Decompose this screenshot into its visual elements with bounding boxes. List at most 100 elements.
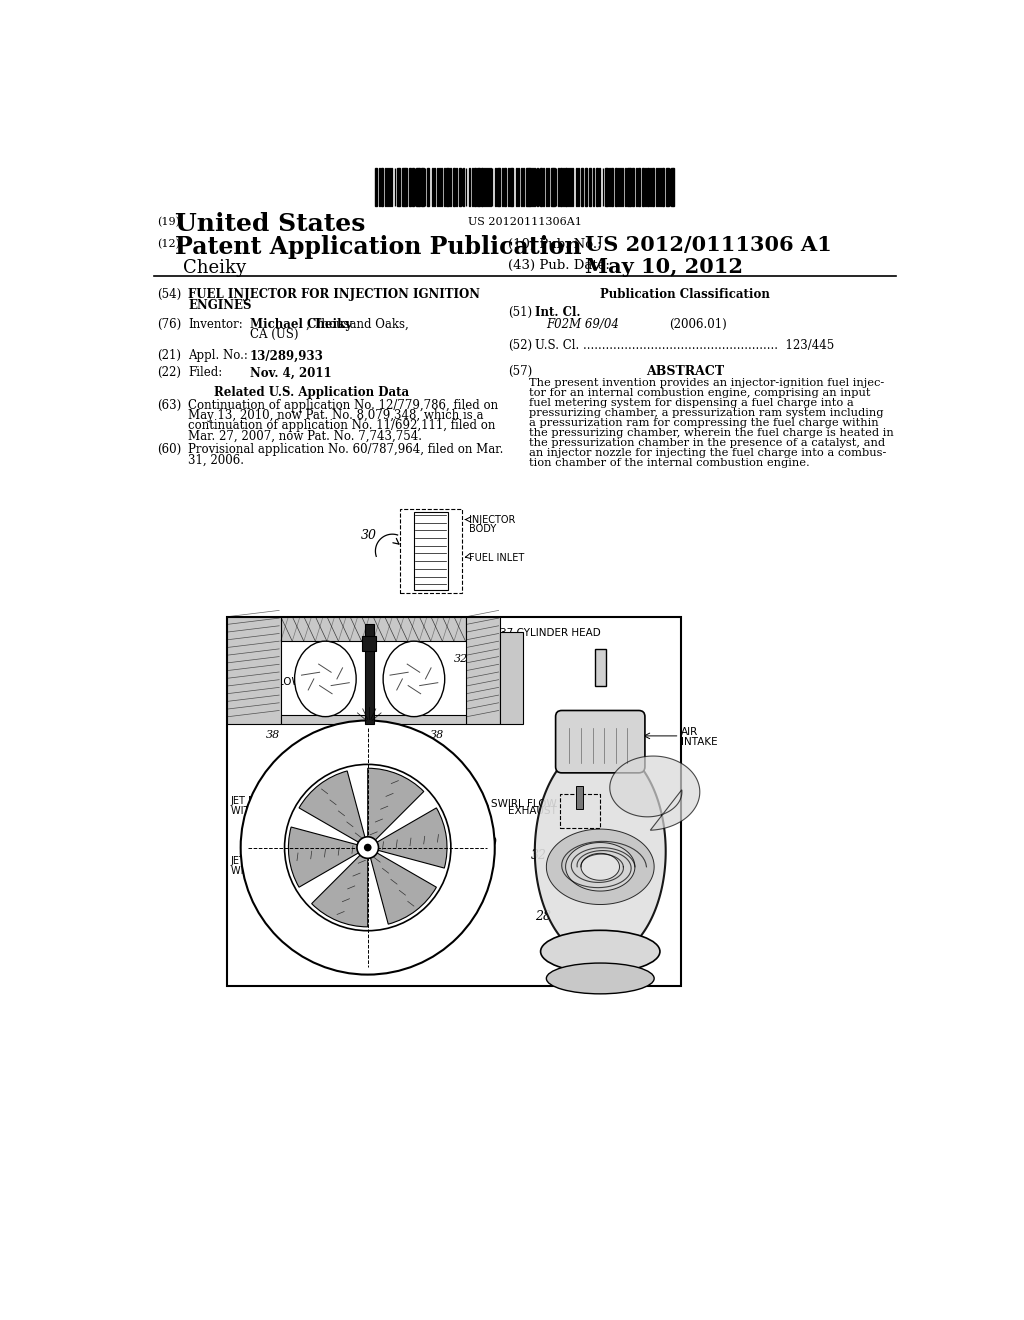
Bar [497,168,499,206]
Bar [551,168,553,206]
Bar [611,168,612,206]
Bar [362,636,376,651]
Wedge shape [368,768,424,847]
Bar [526,168,528,206]
Text: tor for an internal combustion engine, comprising an input: tor for an internal combustion engine, c… [528,388,870,397]
Text: FUEL INLET: FUEL INLET [469,553,524,564]
Text: US 2012/0111306 A1: US 2012/0111306 A1 [585,235,831,255]
Bar [560,793,600,829]
Text: Filed:: Filed: [188,367,222,379]
Bar [655,168,657,206]
Bar [638,168,640,206]
Text: (63): (63) [158,400,182,412]
Text: a pressurization ram for compressing the fuel charge within: a pressurization ram for compressing the… [528,418,879,428]
Bar [391,168,392,206]
Bar [226,616,281,725]
Bar [645,168,646,206]
Bar [504,168,506,206]
Text: 31, 2006.: 31, 2006. [188,453,245,466]
Bar [477,168,478,206]
Bar [541,168,542,206]
Bar [469,168,470,206]
Text: May 10, 2012: May 10, 2012 [585,257,742,277]
Polygon shape [581,853,620,880]
Text: (76): (76) [158,318,182,331]
Wedge shape [311,847,368,927]
Bar [606,168,608,206]
Bar [578,168,580,206]
Ellipse shape [295,642,356,717]
Text: Nov. 4, 2011: Nov. 4, 2011 [250,367,332,379]
Bar [595,649,605,686]
Text: CA (US): CA (US) [250,327,298,341]
Text: tion chamber of the internal combustion engine.: tion chamber of the internal combustion … [528,458,809,467]
Text: SQUISH FLOW: SQUISH FLOW [229,677,302,686]
Bar [628,168,630,206]
Text: SWIRL FLOW: SWIRL FLOW [490,799,557,809]
Text: ENGINES: ENGINES [188,298,252,312]
Text: Appl. No.:: Appl. No.: [188,350,248,363]
Bar [625,168,627,206]
Text: The present invention provides an injector-ignition fuel injec-: The present invention provides an inject… [528,378,884,388]
Bar [590,168,591,206]
Bar [281,715,466,725]
Text: Patent Application Publication: Patent Application Publication [175,235,582,260]
Text: INTAKE: INTAKE [681,737,718,747]
Bar [622,168,624,206]
Bar [487,168,489,206]
Text: US 20120111306A1: US 20120111306A1 [468,216,582,227]
Text: Provisional application No. 60/787,964, filed on Mar.: Provisional application No. 60/787,964, … [188,444,504,457]
Text: ABSTRACT: ABSTRACT [646,364,724,378]
Bar [671,168,673,206]
Bar [388,168,390,206]
Bar [543,168,544,206]
Text: (10) Pub. No.:: (10) Pub. No.: [508,238,601,251]
Text: May 13, 2010, now Pat. No. 8,079,348, which is a: May 13, 2010, now Pat. No. 8,079,348, wh… [188,409,483,422]
Text: (51): (51) [508,306,532,319]
Bar [406,168,407,206]
Text: 32: 32 [531,849,547,862]
Bar [454,168,455,206]
Text: (52): (52) [508,339,532,352]
Text: Mar. 27, 2007, now Pat. No. 7,743,754.: Mar. 27, 2007, now Pat. No. 7,743,754. [188,429,422,442]
FancyBboxPatch shape [556,710,645,774]
Text: 41: 41 [392,915,409,927]
Text: Int. Cl.: Int. Cl. [535,306,581,319]
Text: 37: 37 [379,619,393,630]
Circle shape [357,837,379,858]
Circle shape [364,843,372,851]
Bar [560,168,562,206]
Bar [529,168,531,206]
Text: Related U.S. Application Data: Related U.S. Application Data [214,385,409,399]
Text: (43) Pub. Date:: (43) Pub. Date: [508,259,609,272]
Bar [518,168,519,206]
Text: United States: United States [175,213,366,236]
Text: fuel metering system for dispensing a fuel charge into a: fuel metering system for dispensing a fu… [528,397,853,408]
Bar [365,624,374,725]
Text: 38: 38 [266,730,281,741]
Wedge shape [299,771,368,847]
Bar [400,508,462,594]
Text: (19): (19) [158,216,180,227]
Text: an injector nozzle for injecting the fuel charge into a combus-: an injector nozzle for injecting the fue… [528,447,886,458]
Bar [422,168,424,206]
Text: WITHOUT AIR SWIRLING: WITHOUT AIR SWIRLING [230,807,348,816]
Bar [632,168,634,206]
Text: 32: 32 [454,653,468,664]
Bar [459,168,461,206]
Text: BODY: BODY [469,524,497,535]
Polygon shape [535,743,666,960]
Text: 30: 30 [361,529,377,543]
Text: Cheiky: Cheiky [183,259,246,276]
Bar [410,168,411,206]
Bar [647,168,649,206]
Text: JET EXPANSION: JET EXPANSION [230,796,305,807]
Wedge shape [368,808,447,869]
Bar [521,168,522,206]
Bar [575,785,584,809]
Bar [575,168,578,206]
Text: 28: 28 [296,628,310,639]
Text: (21): (21) [158,350,181,363]
Text: (2006.01): (2006.01) [670,318,727,331]
Text: 40: 40 [362,730,377,741]
